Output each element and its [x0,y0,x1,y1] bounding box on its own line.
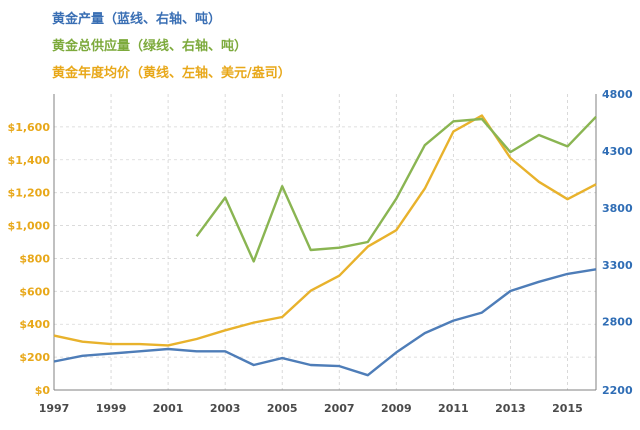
x-tick-label: 2013 [495,402,526,415]
left-tick-label: $1,200 [8,187,51,200]
legend-production: 黄金产量（蓝线、右轴、吨） [52,8,221,27]
right-tick-label: 4800 [602,88,633,101]
legend-supply: 黄金总供应量（绿线、右轴、吨） [52,35,247,54]
left-tick-label: $1,600 [8,121,51,134]
x-tick-label: 2015 [552,402,583,415]
left-tick-label: $400 [19,318,50,331]
x-tick-label: 2009 [381,402,412,415]
left-tick-label: $600 [19,285,50,298]
legend-supply-label: 黄金总供应量（绿线、右轴、吨） [52,39,248,54]
axes [53,94,597,391]
left-tick-label: $800 [19,252,50,265]
series-line-price [53,114,597,347]
legend-price: 黄金年度均价（黄线、左轴、美元/盎司） [52,62,291,81]
x-tick-label: 2001 [153,402,184,415]
tick-labels: $0 $200 $400 $600 $800 $1,000 $1,200 $1,400 $1,6… [8,88,633,415]
x-tick-label: 1999 [96,402,127,415]
series-line-production [53,268,597,377]
grid [53,94,596,390]
legend-production-label: 黄金产量（蓝线、右轴、吨） [52,12,222,27]
series-lines [53,114,597,377]
left-tick-label: $1,400 [8,154,51,167]
left-tick-label: $1,000 [8,220,51,233]
right-tick-label: 3300 [602,259,633,272]
right-tick-label: 3800 [602,202,633,215]
right-tick-label: 4300 [602,145,633,158]
left-tick-label: $0 [35,384,51,397]
x-tick-label: 2007 [324,402,355,415]
x-tick-label: 2011 [438,402,469,415]
x-tick-label: 2003 [210,402,241,415]
left-tick-label: $200 [19,351,50,364]
right-tick-label: 2200 [602,384,633,397]
series-line-supply [195,115,597,263]
right-tick-label: 2800 [602,316,633,329]
x-tick-label: 1997 [39,402,70,415]
legend-price-label: 黄金年度均价（黄线、左轴、美元/盎司） [52,66,291,81]
x-tick-label: 2005 [267,402,298,415]
